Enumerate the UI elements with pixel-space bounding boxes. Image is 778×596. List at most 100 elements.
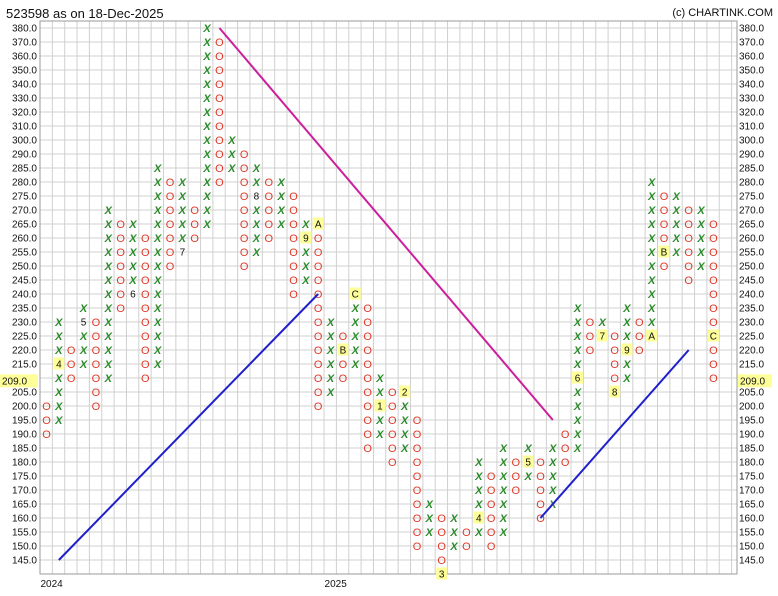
o-box: O xyxy=(265,205,274,217)
y-tick-label: 310.0 xyxy=(739,122,764,133)
o-box: O xyxy=(610,331,619,343)
x-box: X xyxy=(202,191,211,203)
month-marker: 2 xyxy=(402,388,408,399)
x-box: X xyxy=(79,359,88,371)
y-tick-label: 240.0 xyxy=(739,290,764,301)
o-box: O xyxy=(166,205,175,217)
x-box: X xyxy=(54,387,63,399)
o-box: O xyxy=(437,555,446,567)
o-box: O xyxy=(314,401,323,413)
y-tick-label: 195.0 xyxy=(739,416,764,427)
o-box: O xyxy=(388,443,397,455)
o-box: O xyxy=(487,471,496,483)
x-box: X xyxy=(573,429,582,441)
x-box: X xyxy=(499,499,508,511)
y-tick-label: 220.0 xyxy=(12,346,37,357)
x-box: X xyxy=(622,303,631,315)
month-marker: 8 xyxy=(612,388,618,399)
x-box: X xyxy=(622,317,631,329)
y-tick-label: 250.0 xyxy=(12,262,37,273)
o-box: O xyxy=(388,401,397,413)
o-box: O xyxy=(289,275,298,287)
x-box: X xyxy=(227,135,236,147)
o-box: O xyxy=(215,65,224,77)
y-tick-label: 250.0 xyxy=(739,262,764,273)
month-marker: A xyxy=(315,220,322,231)
o-box: O xyxy=(660,261,669,273)
month-marker-bg xyxy=(658,245,670,258)
o-box: O xyxy=(240,191,249,203)
x-box: X xyxy=(202,205,211,217)
chart-credit: (c) CHARTINK.COM xyxy=(672,7,773,19)
x-box: X xyxy=(104,205,113,217)
y-tick-label: 240.0 xyxy=(12,290,37,301)
o-box: O xyxy=(215,163,224,175)
x-box: X xyxy=(647,177,656,189)
y-tick-label: 200.0 xyxy=(739,402,764,413)
y-tick-label: 340.0 xyxy=(12,80,37,91)
x-box: X xyxy=(499,443,508,455)
x-box: X xyxy=(647,219,656,231)
month-marker-bg xyxy=(572,371,584,384)
x-box: X xyxy=(153,289,162,301)
y-tick-label: 215.0 xyxy=(12,360,37,371)
x-box: X xyxy=(128,261,137,273)
month-marker: 9 xyxy=(303,234,309,245)
o-box: O xyxy=(363,359,372,371)
o-box: O xyxy=(684,233,693,245)
x-box: X xyxy=(276,205,285,217)
x-box: X xyxy=(54,401,63,413)
o-box: O xyxy=(363,401,372,413)
y-tick-label: 160.0 xyxy=(12,514,37,525)
plot-frame xyxy=(39,20,738,575)
y-tick-label: 260.0 xyxy=(12,234,37,245)
x-box: X xyxy=(54,317,63,329)
x-box: X xyxy=(449,527,458,539)
x-box: X xyxy=(573,317,582,329)
o-box: O xyxy=(363,303,372,315)
o-box: O xyxy=(363,415,372,427)
o-box: O xyxy=(215,93,224,105)
x-box: X xyxy=(227,163,236,175)
y-tick-label: 215.0 xyxy=(739,360,764,371)
o-box: O xyxy=(92,359,101,371)
y-tick-label: 245.0 xyxy=(739,276,764,287)
y-tick-label: 145.0 xyxy=(739,556,764,567)
x-box: X xyxy=(104,359,113,371)
o-box: O xyxy=(561,457,570,469)
x-box: X xyxy=(449,541,458,553)
y-tick-label: 350.0 xyxy=(12,66,37,77)
x-box: X xyxy=(548,471,557,483)
y-tick-label: 270.0 xyxy=(739,206,764,217)
o-box: O xyxy=(684,205,693,217)
o-box: O xyxy=(413,527,422,539)
o-box: O xyxy=(166,219,175,231)
o-box: O xyxy=(289,205,298,217)
o-box: O xyxy=(215,107,224,119)
y-tick-label: 285.0 xyxy=(739,164,764,175)
x-box: X xyxy=(178,219,187,231)
x-box: X xyxy=(622,359,631,371)
x-box: X xyxy=(202,149,211,161)
o-box: O xyxy=(240,219,249,231)
chart-grid xyxy=(39,20,738,575)
y-tick-label: 155.0 xyxy=(12,528,37,539)
x-box: X xyxy=(499,513,508,525)
x-box: X xyxy=(252,205,261,217)
o-box: O xyxy=(660,191,669,203)
x-box: X xyxy=(276,177,285,189)
o-box: O xyxy=(660,205,669,217)
x-box: X xyxy=(202,135,211,147)
x-box: X xyxy=(499,527,508,539)
x-box: X xyxy=(351,345,360,357)
o-box: O xyxy=(684,219,693,231)
o-box: O xyxy=(42,429,51,441)
y-tick-label: 380.0 xyxy=(12,24,37,35)
month-marker: 7 xyxy=(599,332,605,343)
month-marker-bg xyxy=(436,567,448,580)
o-box: O xyxy=(240,261,249,273)
x-box: X xyxy=(425,527,434,539)
chart-marks: OOOXXXXXXXOOOXXXXOOOOOOOXXXXXXXXXXXXXOOO… xyxy=(42,23,718,567)
y-tick-label: 265.0 xyxy=(739,220,764,231)
o-box: O xyxy=(437,541,446,553)
